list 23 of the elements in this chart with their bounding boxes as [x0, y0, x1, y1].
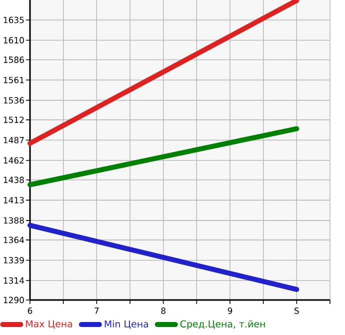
- y-tick-label: 1388: [4, 217, 24, 224]
- legend-label: Сред.Цена, т.йен: [180, 320, 265, 330]
- legend-label: Max Цена: [26, 320, 72, 329]
- y-tick-label: 1438: [4, 176, 24, 184]
- legend-label: Min Цена: [104, 320, 148, 329]
- y-tick-label: 1512: [4, 116, 24, 124]
- y-tick-label: 1364: [4, 236, 24, 244]
- x-tick-label: S: [294, 308, 299, 314]
- y-tick-label: 1462: [4, 157, 24, 164]
- x-tick-label: 7: [94, 308, 99, 314]
- y-tick-label: 1635: [4, 16, 24, 24]
- x-tick-label: 6: [28, 308, 32, 314]
- y-tick-label: 1339: [4, 257, 24, 264]
- y-tick-label: 1561: [4, 76, 24, 84]
- y-tick-label: 1536: [4, 97, 24, 104]
- y-tick-label: 1610: [4, 37, 24, 44]
- x-tick-label: 9: [228, 308, 232, 314]
- y-tick-label: 1586: [4, 56, 24, 63]
- y-tick-label: 1290: [4, 296, 24, 304]
- x-tick-label: 8: [161, 308, 166, 314]
- y-tick-label: 1487: [4, 136, 24, 144]
- y-tick-label: 1413: [4, 196, 24, 204]
- y-tick-label: 1314: [4, 277, 24, 284]
